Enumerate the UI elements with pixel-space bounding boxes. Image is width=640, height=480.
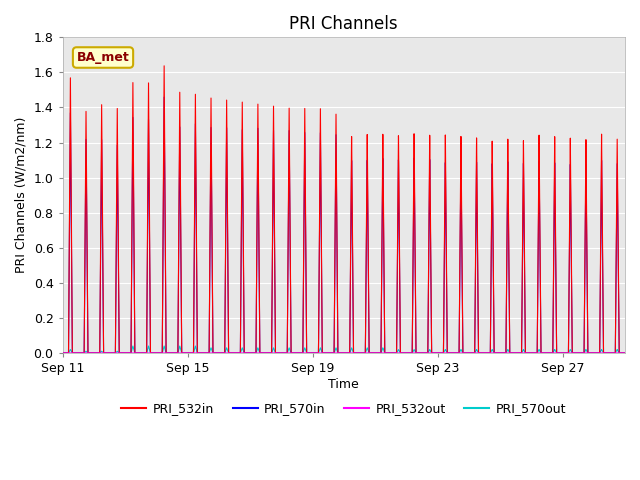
X-axis label: Time: Time bbox=[328, 378, 359, 391]
Legend: PRI_532in, PRI_570in, PRI_532out, PRI_570out: PRI_532in, PRI_570in, PRI_532out, PRI_57… bbox=[116, 397, 571, 420]
Title: PRI Channels: PRI Channels bbox=[289, 15, 398, 33]
Y-axis label: PRI Channels (W/m2/nm): PRI Channels (W/m2/nm) bbox=[15, 117, 28, 273]
Text: BA_met: BA_met bbox=[77, 51, 129, 64]
